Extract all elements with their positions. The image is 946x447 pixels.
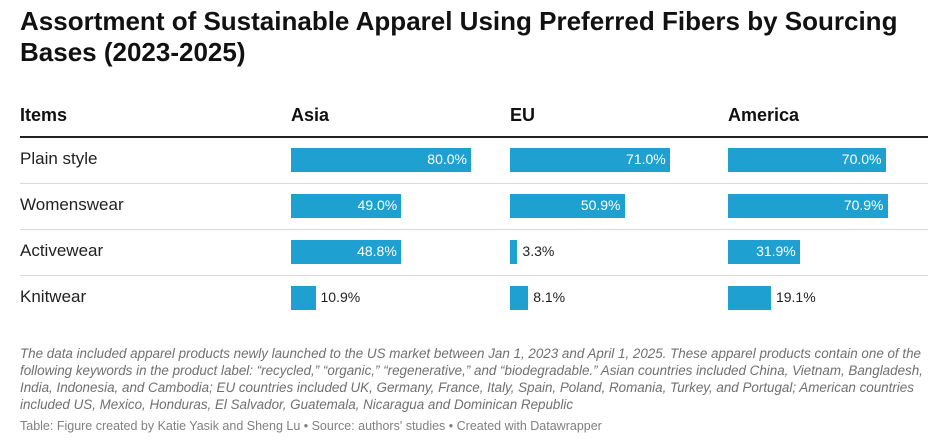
table-row: Activewear 48.8% 3.3% 31.9% [20, 230, 928, 276]
row-label: Activewear [20, 241, 104, 260]
bar-value-label: 31.9% [756, 243, 796, 259]
chart-title: Assortment of Sustainable Apparel Using … [20, 6, 898, 67]
table-row: Plain style 80.0% 71.0% 70.0% [20, 138, 928, 184]
bar-value-label: 71.0% [626, 151, 666, 167]
bar-value-label: 10.9% [320, 289, 361, 305]
header-asia: Asia [291, 105, 330, 125]
bar-value-label: 80.0% [427, 151, 467, 167]
header-items: Items [20, 105, 68, 125]
header-eu: EU [510, 105, 536, 125]
bar [510, 286, 529, 310]
bar-value-label: 70.9% [843, 197, 884, 213]
bar-value-label: 3.3% [522, 243, 555, 259]
bar [728, 194, 888, 218]
bar [510, 240, 518, 264]
header-america: America [728, 105, 800, 125]
table-row: Knitwear 10.9% 8.1% 19.1% [20, 276, 928, 321]
bar-value-label: 50.9% [580, 197, 621, 213]
chart-source: Table: Figure created by Katie Yasik and… [20, 419, 602, 433]
bar [291, 148, 471, 172]
bar-value-label: 8.1% [533, 289, 566, 305]
data-table: Items Asia EU America Plain style 80.0% 71… [20, 96, 928, 321]
row-label: Womenswear [20, 195, 124, 214]
bar [291, 194, 402, 218]
bar [510, 148, 670, 172]
bar-value-label: 70.0% [841, 151, 882, 167]
bar-value-label: 48.8% [357, 243, 397, 259]
row-label: Plain style [20, 149, 98, 168]
bar-value-label: 19.1% [775, 289, 816, 305]
chart-notes: The data included apparel products newly… [20, 346, 923, 412]
bar [728, 286, 771, 310]
bar-value-label: 49.0% [357, 197, 398, 213]
bar [291, 240, 401, 264]
table-row: Womenswear 49.0% 50.9% 70.9% [20, 184, 928, 230]
table-body: Plain style 80.0% 71.0% 70.0% Womenswear 49.0… [20, 138, 928, 321]
bar [728, 240, 800, 264]
bar [728, 148, 886, 172]
row-label: Knitwear [20, 287, 87, 306]
bar [291, 286, 316, 310]
table-header: Items Asia EU America [20, 96, 928, 138]
bar [510, 194, 625, 218]
